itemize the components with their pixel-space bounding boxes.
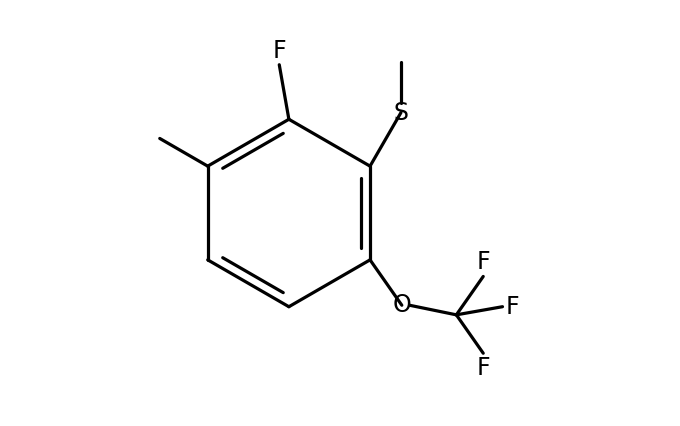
Text: S: S <box>394 101 409 125</box>
Text: F: F <box>477 356 490 380</box>
Text: O: O <box>392 293 411 317</box>
Text: F: F <box>477 250 490 274</box>
Text: F: F <box>506 295 520 319</box>
Text: F: F <box>273 39 286 63</box>
